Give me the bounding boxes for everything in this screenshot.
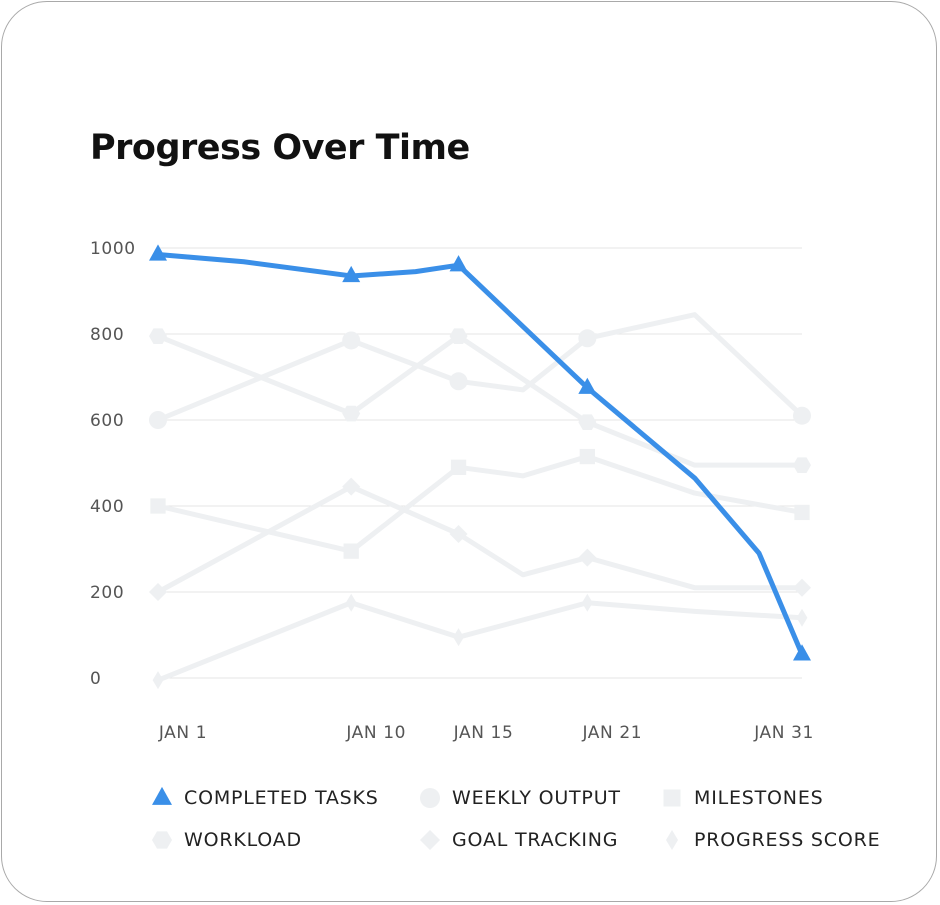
point-weekly-output <box>578 329 597 348</box>
point-completed-tasks <box>449 255 468 272</box>
y-tick-label: 400 <box>90 497 124 517</box>
legend-item: MILESTONES <box>660 786 824 810</box>
y-axis-ticks: 0 200 400 600 800 1000 <box>90 239 136 689</box>
legend-item: PROGRESS SCORE <box>660 828 880 852</box>
legend-marker <box>663 789 681 807</box>
thin-diamond-icon <box>666 830 678 850</box>
circle-icon <box>420 788 440 808</box>
series-line-progress-score <box>155 600 805 683</box>
point-milestones <box>794 504 810 521</box>
series-line-goal-tracking <box>155 484 805 595</box>
legend-item: WORKLOAD <box>150 828 302 852</box>
hexagon-icon <box>152 831 172 849</box>
grid-lines <box>158 247 802 679</box>
diamond-icon <box>420 830 440 850</box>
legend-marker <box>420 830 440 850</box>
point-goal-tracking <box>449 524 468 543</box>
x-axis-ticks: JAN 1 JAN 10 JAN 15 JAN 21 JAN 31 <box>158 723 814 743</box>
point-milestones <box>579 448 595 465</box>
x-tick-label: JAN 15 <box>453 723 514 743</box>
point-goal-tracking <box>342 477 361 496</box>
series-line-workload <box>155 333 805 468</box>
legend-item: GOAL TRACKING <box>418 828 618 852</box>
point-milestones <box>343 543 359 559</box>
chart-legend: COMPLETED TASKS WEEKLY OUTPUT MILESTONES WO… <box>150 786 910 866</box>
series-line-weekly-output <box>155 312 805 423</box>
point-progress-score <box>581 593 593 612</box>
point-workload <box>793 457 811 473</box>
legend-marker <box>152 831 172 849</box>
point-workload <box>449 328 468 344</box>
point-goal-tracking <box>793 578 811 597</box>
legend-item: COMPLETED TASKS <box>150 786 379 810</box>
chart-title: Progress Over Time <box>90 128 470 168</box>
point-goal-tracking <box>578 548 597 567</box>
x-tick-label: JAN 10 <box>345 723 406 743</box>
y-tick-label: 1000 <box>90 239 136 259</box>
legend-label: COMPLETED TASKS <box>184 787 379 809</box>
legend-label: GOAL TRACKING <box>452 829 619 851</box>
y-tick-label: 200 <box>90 583 124 603</box>
point-progress-score <box>796 608 808 627</box>
square-icon <box>663 789 681 807</box>
point-progress-score <box>345 593 357 612</box>
x-tick-label: JAN 21 <box>581 723 642 743</box>
x-tick-label: JAN 31 <box>753 723 814 743</box>
y-tick-label: 0 <box>90 669 101 689</box>
point-workload <box>149 328 167 344</box>
legend-marker <box>152 786 172 805</box>
point-milestones <box>450 459 467 475</box>
legend-label: PROGRESS SCORE <box>694 829 881 851</box>
point-completed-tasks <box>793 644 811 661</box>
legend-label: WEEKLY OUTPUT <box>452 787 621 809</box>
muted-series <box>149 312 811 690</box>
x-tick-label: JAN 1 <box>158 723 207 743</box>
point-weekly-output <box>342 331 361 350</box>
triangle-icon <box>152 786 172 805</box>
legend-marker <box>666 830 678 850</box>
legend-item: WEEKLY OUTPUT <box>418 786 621 810</box>
legend-marker <box>420 788 440 808</box>
point-progress-score <box>152 671 164 690</box>
point-progress-score <box>453 628 464 647</box>
point-weekly-output <box>449 372 468 391</box>
point-completed-tasks <box>149 244 167 261</box>
point-milestones <box>150 498 166 514</box>
y-tick-label: 600 <box>90 411 124 431</box>
point-goal-tracking <box>149 583 167 601</box>
point-workload <box>342 405 361 422</box>
point-completed-tasks <box>342 265 361 283</box>
legend-label: MILESTONES <box>694 787 824 809</box>
series-line-completed-tasks <box>155 251 805 657</box>
highlighted-series <box>149 244 811 661</box>
point-workload <box>578 414 597 430</box>
point-weekly-output <box>793 406 811 425</box>
y-tick-label: 800 <box>90 325 124 345</box>
legend-label: WORKLOAD <box>184 829 302 851</box>
point-weekly-output <box>149 411 167 429</box>
point-completed-tasks <box>578 377 597 394</box>
